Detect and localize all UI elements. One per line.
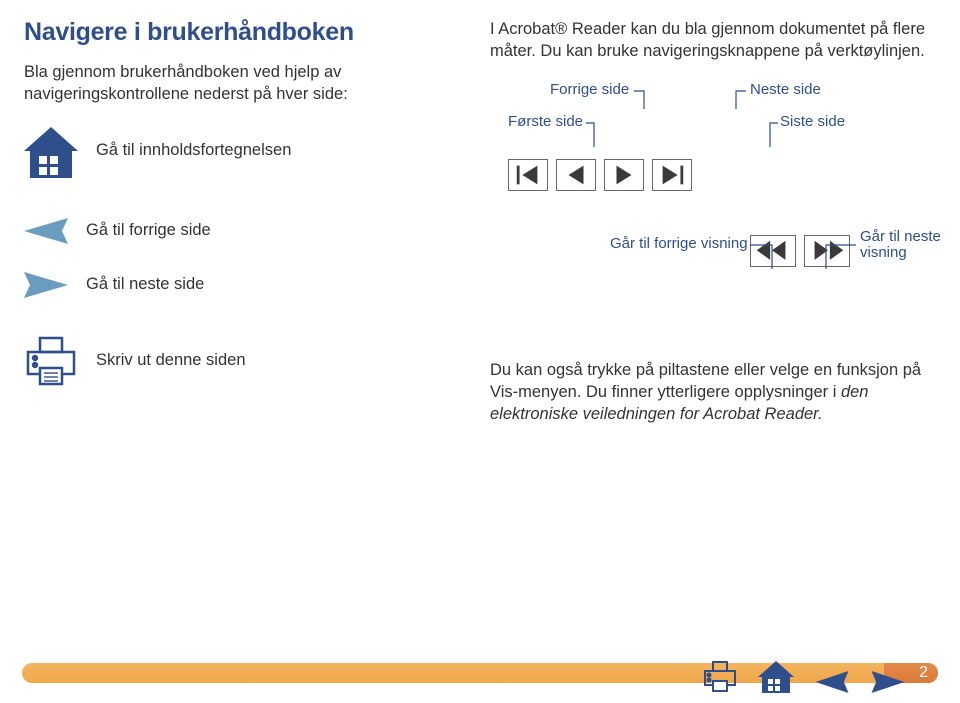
right-intro: I Acrobat® Reader kan du bla gjennom dok… — [490, 18, 936, 63]
last-page-button[interactable] — [652, 159, 692, 191]
first-page-button[interactable] — [508, 159, 548, 191]
print-row: Skriv ut denne siden — [24, 334, 454, 388]
prev-label: Gå til forrige side — [86, 221, 211, 240]
footer: 2 — [0, 639, 960, 691]
footer-house-icon[interactable] — [758, 659, 794, 693]
next-row: Gå til neste side — [24, 272, 454, 298]
page-number: 2 — [919, 664, 928, 682]
footer-arrow-right-icon[interactable] — [870, 671, 906, 693]
page-title: Navigere i brukerhåndboken — [24, 18, 454, 47]
print-icon — [24, 334, 78, 388]
footer-print-icon[interactable] — [702, 659, 738, 693]
prev-row: Gå til forrige side — [24, 218, 454, 244]
arrow-left-icon — [24, 218, 68, 244]
intro-text: Bla gjennom brukerhåndboken ved hjelp av… — [24, 61, 454, 106]
vismeny-text: Du kan også trykke på piltastene eller v… — [490, 359, 936, 426]
arrow-right-icon — [24, 272, 68, 298]
footer-arrow-left-icon[interactable] — [814, 671, 850, 693]
page-nav-buttons — [508, 159, 936, 191]
print-label: Skriv ut denne siden — [96, 351, 246, 370]
prev-page-button[interactable] — [556, 159, 596, 191]
toc-row: Gå til innholdsfortegnelsen — [24, 124, 454, 178]
view-diagram: Går til forrige visning Går til neste vi… — [490, 235, 936, 315]
next-page-button[interactable] — [604, 159, 644, 191]
house-icon — [24, 124, 78, 178]
toc-label: Gå til innholdsfortegnelsen — [96, 141, 291, 160]
toolbar-diagram: Forrige side Neste side Første side Sist… — [490, 81, 936, 191]
next-label: Gå til neste side — [86, 275, 204, 294]
